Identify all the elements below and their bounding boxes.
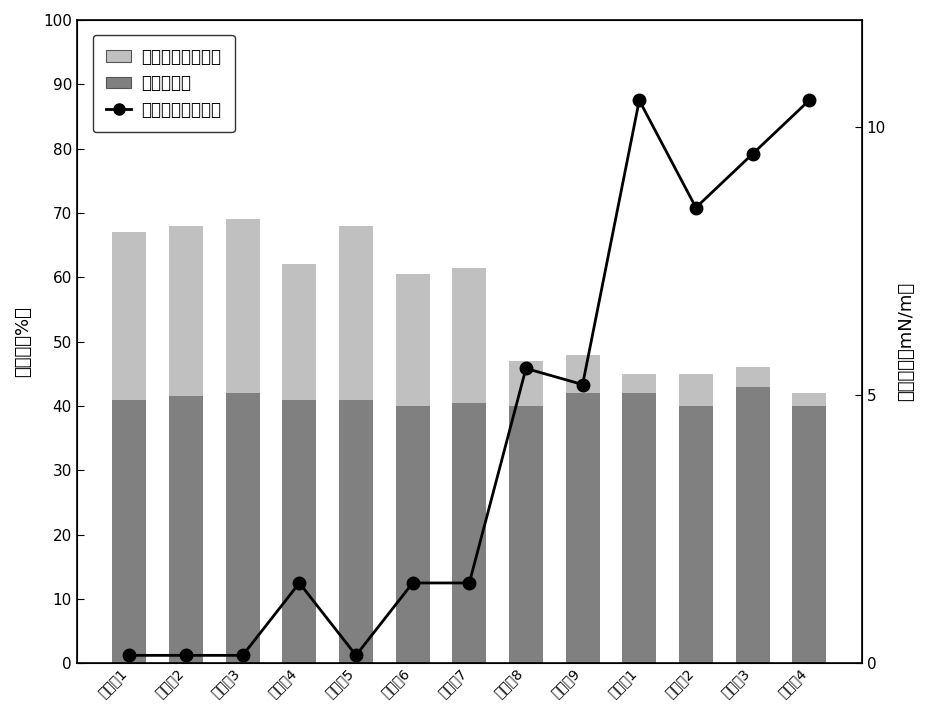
Bar <box>169 226 203 396</box>
Bar <box>112 400 147 663</box>
纳米流体界面张力 <box>576 381 587 389</box>
纳米流体界面张力 <box>463 578 474 587</box>
纳米流体界面张力 <box>123 651 135 660</box>
Legend: 纳米流体驱采收率, 水驱采收率, 纳米流体界面张力: 纳米流体驱采收率, 水驱采收率, 纳米流体界面张力 <box>93 35 235 132</box>
Bar <box>792 406 825 663</box>
Bar <box>452 403 485 663</box>
Bar <box>282 400 316 663</box>
Bar <box>339 226 373 400</box>
Bar <box>622 374 655 393</box>
纳米流体界面张力 <box>180 651 191 660</box>
纳米流体界面张力 <box>690 203 701 212</box>
Bar <box>226 393 260 663</box>
Bar <box>622 393 655 663</box>
Bar <box>678 374 712 406</box>
Bar <box>282 264 316 400</box>
Bar <box>735 387 768 663</box>
纳米流体界面张力 <box>746 150 757 159</box>
Bar <box>339 400 373 663</box>
Y-axis label: 界面张力（mN/m）: 界面张力（mN/m） <box>896 282 914 401</box>
Bar <box>509 406 542 663</box>
纳米流体界面张力 <box>406 578 418 587</box>
纳米流体界面张力 <box>293 578 304 587</box>
Bar <box>226 219 260 393</box>
Bar <box>565 355 599 393</box>
Bar <box>395 406 429 663</box>
Bar <box>452 268 485 403</box>
纳米流体界面张力 <box>237 651 248 660</box>
Bar <box>678 406 712 663</box>
纳米流体界面张力 <box>633 96 644 105</box>
Bar <box>565 393 599 663</box>
纳米流体界面张力 <box>350 651 361 660</box>
Bar <box>395 274 429 406</box>
Bar <box>792 393 825 406</box>
Bar <box>112 232 147 400</box>
Bar <box>509 361 542 406</box>
Y-axis label: 采收率（%）: 采收率（%） <box>14 306 32 377</box>
纳米流体界面张力 <box>803 96 814 105</box>
Line: 纳米流体界面张力: 纳米流体界面张力 <box>123 94 815 662</box>
Bar <box>169 396 203 663</box>
Bar <box>735 368 768 387</box>
纳米流体界面张力 <box>520 364 531 373</box>
